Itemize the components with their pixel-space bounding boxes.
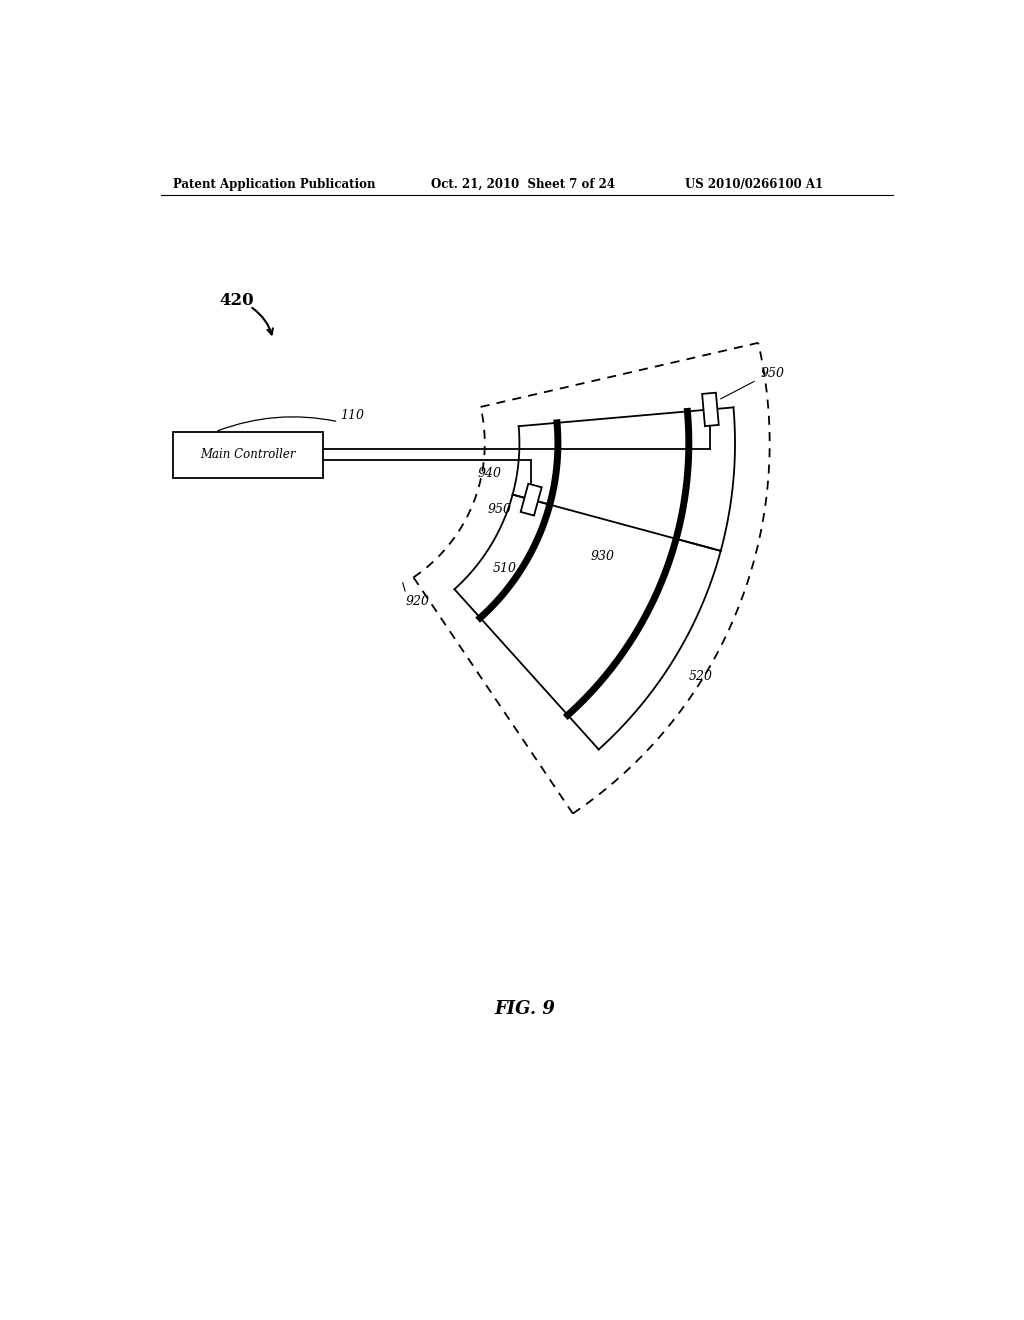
Text: 510: 510	[493, 562, 517, 574]
Polygon shape	[520, 483, 542, 516]
Text: Oct. 21, 2010  Sheet 7 of 24: Oct. 21, 2010 Sheet 7 of 24	[431, 178, 614, 190]
Text: 420: 420	[219, 292, 254, 309]
Text: 920: 920	[406, 595, 430, 609]
Text: 950: 950	[487, 503, 512, 516]
Text: Patent Application Publication: Patent Application Publication	[173, 178, 376, 190]
Text: US 2010/0266100 A1: US 2010/0266100 A1	[685, 178, 823, 190]
Polygon shape	[702, 392, 719, 426]
Text: Main Controller: Main Controller	[201, 449, 296, 462]
FancyBboxPatch shape	[173, 432, 323, 478]
Text: 110: 110	[340, 409, 364, 422]
Text: 940: 940	[478, 467, 502, 479]
Text: 930: 930	[591, 549, 614, 562]
Text: 950: 950	[761, 367, 784, 380]
Text: FIG. 9: FIG. 9	[495, 1001, 555, 1018]
Text: 520: 520	[688, 669, 713, 682]
